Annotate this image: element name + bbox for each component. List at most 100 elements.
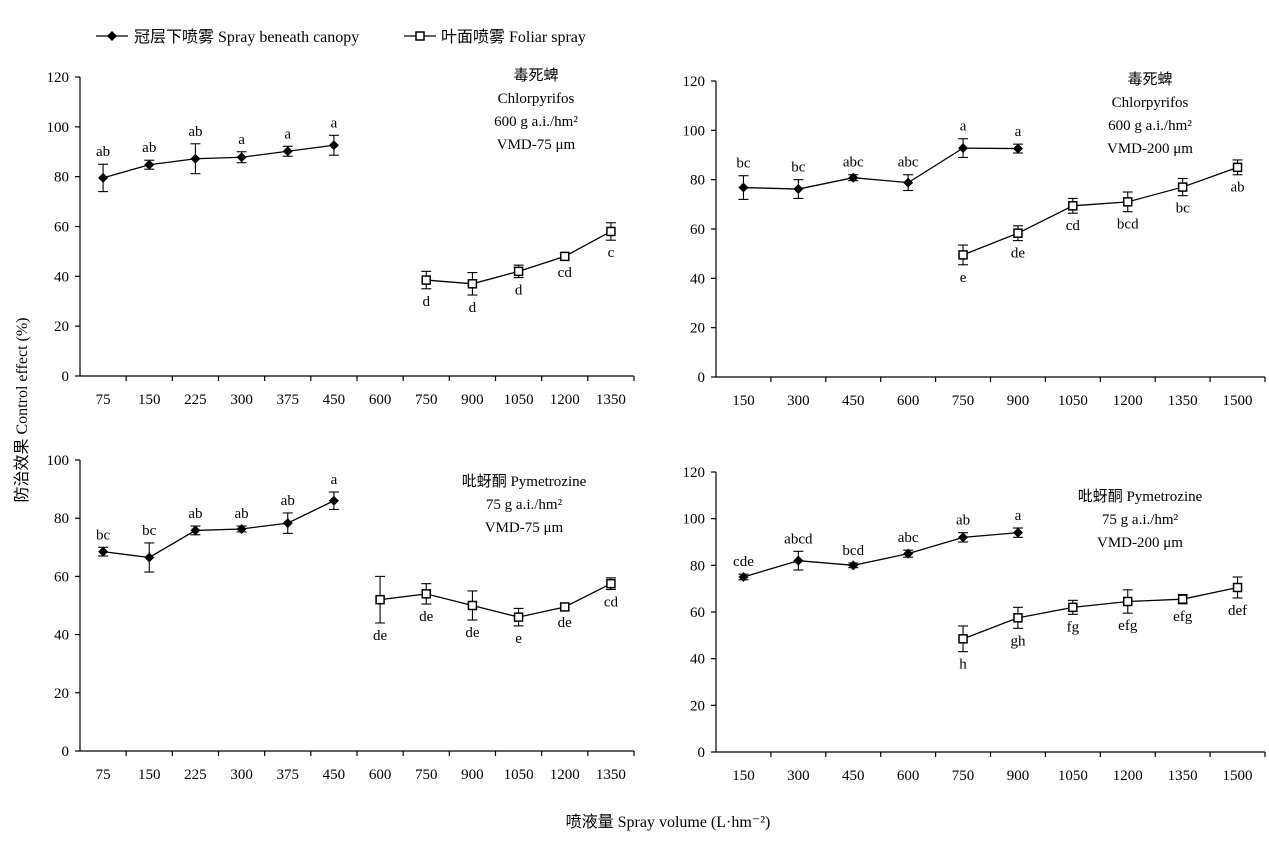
chart-2-series-foliar: e de cd bcd bc ab xyxy=(958,159,1245,286)
significance-letter: abc xyxy=(898,155,919,171)
chart-4-y-tick-label: 80 xyxy=(690,558,705,574)
data-point-diamond xyxy=(1012,143,1023,154)
data-point-square xyxy=(375,594,385,605)
data-point-square xyxy=(560,602,570,612)
data-point-diamond xyxy=(144,552,155,563)
chart-4-annotation-line: VMD-200 μm xyxy=(1097,535,1183,551)
chart-4-x-tick-label: 150 xyxy=(732,768,755,784)
significance-letter: e xyxy=(515,631,522,647)
chart-4-y-tick-label: 100 xyxy=(683,512,706,528)
chart-3-y-tick-label: 100 xyxy=(47,453,70,469)
chart-1: 0 20 40 60 80 100 120 75 150 225 300 375 450 600 750 90… xyxy=(47,67,635,408)
significance-letter: a xyxy=(284,126,291,142)
data-point-square xyxy=(1123,197,1133,207)
chart-1-y-tick-label: 20 xyxy=(54,319,69,335)
chart-3-x-tick-label: 375 xyxy=(277,767,300,783)
chart-4-x-tick-label: 600 xyxy=(897,768,920,784)
significance-letter: a xyxy=(331,115,338,131)
significance-letter: bc xyxy=(142,523,157,539)
data-point-diamond xyxy=(793,555,804,566)
significance-letter: fg xyxy=(1067,619,1080,635)
data-point-square xyxy=(421,275,431,285)
chart-2-x-tick-label: 300 xyxy=(787,393,810,409)
data-point-square xyxy=(606,226,616,237)
data-point-square xyxy=(1177,594,1188,604)
data-point-diamond xyxy=(738,572,749,582)
chart-4-x-tick-label: 300 xyxy=(787,768,810,784)
significance-letter: e xyxy=(960,270,967,286)
significance-letter: de xyxy=(419,609,434,625)
significance-letter: bc xyxy=(1176,201,1191,217)
chart-2-x-tick-label: 1050 xyxy=(1058,393,1088,409)
chart-4-y-tick-label: 120 xyxy=(683,465,706,481)
data-point-diamond xyxy=(958,532,969,543)
chart-3-x-tick-label: 600 xyxy=(369,767,392,783)
chart-2-annotation-line: VMD-200 μm xyxy=(1107,141,1193,157)
chart-4-x-tick-label: 1500 xyxy=(1223,768,1253,784)
significance-letter: cd xyxy=(604,594,619,610)
chart-2-x-tick-label: 150 xyxy=(732,393,755,409)
significance-letter: ab xyxy=(234,506,248,522)
significance-letter: a xyxy=(238,132,245,148)
significance-letter: ab xyxy=(1230,180,1244,196)
chart-2-series-canopy: bc bc abc abc a a xyxy=(736,119,1023,200)
chart-3-series-foliar: de de de e de cd xyxy=(373,575,619,647)
significance-letter: bcd xyxy=(1117,217,1139,233)
chart-1-x-tick-label: 75 xyxy=(96,392,111,408)
significance-letter: efg xyxy=(1118,618,1138,634)
chart-2-y-tick-label: 20 xyxy=(690,321,705,337)
significance-letter: ab xyxy=(281,493,295,509)
significance-letter: de xyxy=(373,628,388,644)
chart-4-x-tick-label: 450 xyxy=(842,768,865,784)
significance-letter: d xyxy=(469,300,477,316)
data-point-diamond xyxy=(98,546,109,557)
chart-1-series-line xyxy=(102,144,335,179)
chart-3-x-tick-label: 300 xyxy=(230,767,253,783)
chart-3-y-tick-label: 0 xyxy=(62,744,70,760)
chart-4-y-tick-label: 0 xyxy=(698,745,706,761)
significance-letter: def xyxy=(1228,603,1247,619)
chart-3-x-tick-label: 1050 xyxy=(504,767,534,783)
chart-1-x-tick-label: 375 xyxy=(277,392,300,408)
data-point-diamond xyxy=(793,184,804,195)
legend-square-marker xyxy=(415,31,425,41)
chart-2-x-tick-label: 900 xyxy=(1007,393,1030,409)
data-point-diamond xyxy=(903,548,914,559)
chart-2-annotation-line: 600 g a.i./hm² xyxy=(1108,118,1192,134)
chart-4-x-tick-label: 1350 xyxy=(1168,768,1198,784)
chart-4-x-tick-label: 1200 xyxy=(1113,768,1143,784)
significance-letter: ab xyxy=(956,513,970,529)
chart-2-x-tick-label: 750 xyxy=(952,393,975,409)
data-point-square xyxy=(513,266,524,277)
chart-1-x-tick-label: 900 xyxy=(461,392,484,408)
chart-1-series-canopy: ab ab ab a a a xyxy=(96,115,339,193)
significance-letter: ab xyxy=(96,144,110,160)
chart-1-x-tick-label: 225 xyxy=(184,392,207,408)
chart-1-series-foliar: d d d cd c xyxy=(421,222,616,316)
significance-letter: ab xyxy=(142,140,156,156)
chart-3-x-tick-label: 1350 xyxy=(596,767,626,783)
chart-3-series-canopy: bc bc ab ab ab a xyxy=(96,472,339,573)
data-point-square xyxy=(606,578,616,589)
chart-2-annotation-line: Chlorpyrifos xyxy=(1112,95,1189,111)
significance-letter: gh xyxy=(1010,633,1026,649)
data-point-square xyxy=(1232,162,1243,173)
chart-3-y-tick-label: 40 xyxy=(54,628,69,644)
data-point-square xyxy=(958,634,968,644)
data-point-diamond xyxy=(144,159,155,170)
data-point-diamond xyxy=(328,495,339,506)
chart-4-y-tick-label: 40 xyxy=(690,652,705,668)
significance-letter: a xyxy=(960,119,967,135)
data-point-diamond xyxy=(236,152,247,163)
significance-letter: c xyxy=(608,245,615,261)
chart-3-x-tick-label: 150 xyxy=(138,767,161,783)
chart-2-series-line xyxy=(962,166,1238,256)
chart-2-annotation-line: 毒死蜱 xyxy=(1127,71,1172,88)
data-point-square xyxy=(1232,582,1243,593)
significance-letter: cde xyxy=(733,554,754,570)
data-point-square xyxy=(1013,613,1023,623)
chart-3-series-line xyxy=(380,583,612,618)
significance-letter: abc xyxy=(898,530,919,546)
significance-letter: h xyxy=(959,657,967,673)
